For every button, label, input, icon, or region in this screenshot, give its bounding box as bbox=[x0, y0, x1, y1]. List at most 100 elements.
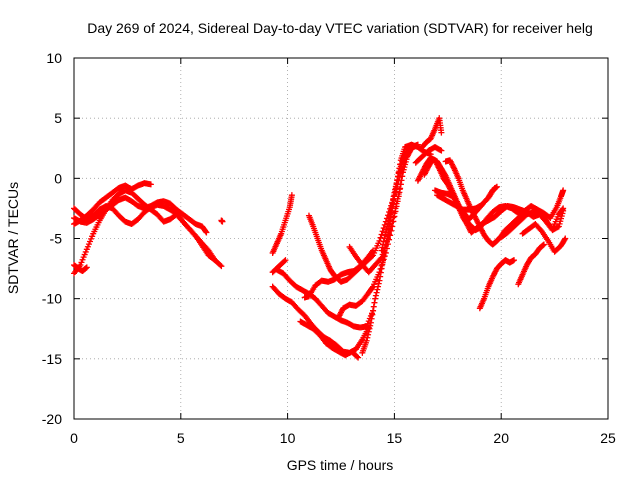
data-point bbox=[377, 269, 384, 276]
data-point bbox=[384, 212, 391, 219]
data-point bbox=[387, 227, 394, 234]
data-point bbox=[378, 231, 385, 238]
data-point bbox=[380, 248, 387, 255]
x-tick-label: 0 bbox=[70, 430, 78, 446]
series-trace-25 bbox=[476, 257, 518, 312]
data-point bbox=[365, 331, 372, 338]
data-point bbox=[377, 255, 384, 262]
data-point bbox=[370, 307, 377, 314]
data-point bbox=[373, 289, 380, 296]
data-point bbox=[386, 209, 393, 216]
y-tick-label: -15 bbox=[42, 351, 62, 367]
series-trace-17 bbox=[346, 181, 404, 276]
data-point bbox=[372, 295, 379, 302]
data-point bbox=[377, 273, 384, 280]
data-point bbox=[288, 192, 295, 199]
data-point bbox=[386, 231, 393, 238]
data-point bbox=[396, 186, 403, 193]
data-point bbox=[371, 299, 378, 306]
data-point bbox=[391, 210, 398, 217]
data-point bbox=[147, 181, 154, 188]
data-point bbox=[375, 283, 382, 290]
y-tick-label: -5 bbox=[50, 231, 63, 247]
data-point bbox=[379, 251, 386, 258]
series-trace-19 bbox=[419, 115, 445, 151]
data-point bbox=[438, 147, 445, 154]
series-trace-16 bbox=[305, 141, 421, 285]
data-point bbox=[281, 258, 288, 265]
data-point bbox=[491, 184, 498, 191]
data-point bbox=[218, 263, 225, 270]
data-point bbox=[369, 311, 376, 318]
data-point bbox=[391, 192, 398, 199]
data-point bbox=[401, 159, 408, 166]
axis-ticks bbox=[73, 57, 609, 420]
data-point bbox=[379, 228, 386, 235]
data-point bbox=[389, 218, 396, 225]
data-point bbox=[354, 353, 361, 360]
y-tick-label: 0 bbox=[54, 170, 62, 186]
data-point bbox=[380, 225, 387, 232]
data-point bbox=[83, 264, 90, 271]
data-point bbox=[203, 229, 210, 236]
data-point bbox=[382, 229, 389, 236]
x-tick-label: 10 bbox=[280, 430, 296, 446]
data-point bbox=[211, 257, 218, 264]
data-point bbox=[381, 245, 388, 252]
series-trace-6 bbox=[218, 217, 226, 225]
series-trace-29 bbox=[519, 221, 569, 255]
y-tick-labels: -20 -15 -10 -5 0 5 10 bbox=[42, 50, 62, 427]
data-point bbox=[378, 254, 385, 261]
data-points bbox=[71, 115, 569, 361]
data-point bbox=[560, 207, 567, 214]
series-trace-5 bbox=[71, 261, 90, 274]
series-trace-21 bbox=[412, 144, 445, 166]
data-point bbox=[384, 235, 391, 242]
data-point bbox=[511, 257, 518, 264]
x-tick-label: 20 bbox=[493, 430, 509, 446]
data-point bbox=[393, 184, 400, 191]
series-trace-4 bbox=[71, 194, 210, 236]
data-point bbox=[368, 253, 375, 260]
data-point bbox=[368, 315, 375, 322]
data-point bbox=[560, 187, 567, 194]
y-tick-label: 5 bbox=[54, 110, 62, 126]
data-point bbox=[282, 257, 289, 264]
y-tick-label: -20 bbox=[42, 411, 62, 427]
series-trace-11 bbox=[297, 318, 362, 361]
data-point bbox=[369, 284, 376, 291]
data-point bbox=[381, 221, 388, 228]
data-point bbox=[355, 354, 362, 361]
series-trace-28 bbox=[530, 205, 567, 234]
data-point bbox=[376, 277, 383, 284]
data-point bbox=[367, 319, 374, 326]
data-point bbox=[414, 141, 421, 148]
data-point bbox=[378, 265, 385, 272]
data-point bbox=[374, 286, 381, 293]
data-point bbox=[364, 334, 371, 341]
data-point bbox=[390, 214, 397, 221]
series-trace-1 bbox=[71, 187, 225, 277]
data-point bbox=[388, 222, 395, 229]
data-point bbox=[382, 218, 389, 225]
grid bbox=[74, 58, 608, 419]
y-axis-label: SDTVAR / TECUs bbox=[5, 182, 21, 294]
data-point bbox=[383, 238, 390, 245]
data-point bbox=[388, 202, 395, 209]
series-trace-7 bbox=[269, 192, 295, 256]
series-trace-26 bbox=[515, 241, 547, 288]
data-point bbox=[367, 322, 374, 329]
data-point bbox=[379, 261, 386, 268]
x-tick-label: 15 bbox=[387, 430, 403, 446]
data-point bbox=[395, 190, 402, 197]
data-point bbox=[397, 170, 404, 177]
series-trace-24 bbox=[434, 184, 498, 213]
y-tick-label: 10 bbox=[46, 50, 62, 66]
data-point bbox=[387, 205, 394, 212]
data-point bbox=[382, 241, 389, 248]
data-point bbox=[365, 328, 372, 335]
data-point bbox=[375, 280, 382, 287]
data-point bbox=[383, 215, 390, 222]
data-point bbox=[397, 181, 404, 188]
